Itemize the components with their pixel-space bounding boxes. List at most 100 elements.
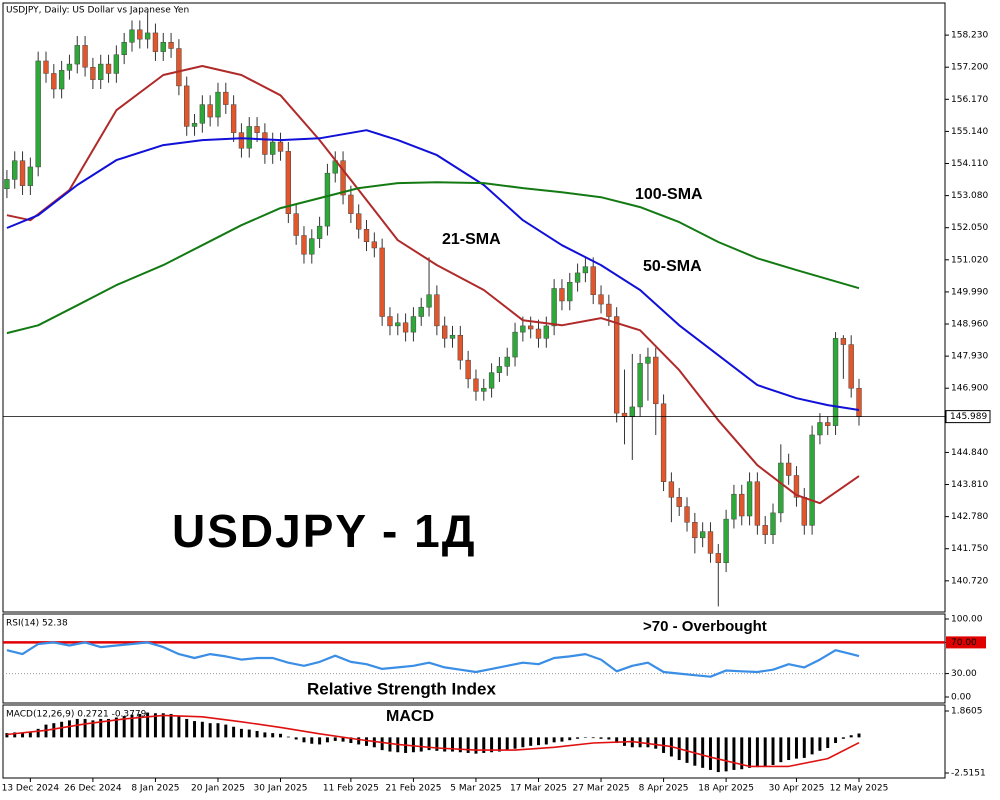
macd-bar	[372, 737, 376, 748]
candle-body	[645, 356, 651, 364]
candle-body	[457, 334, 463, 361]
y-tick-label: 152.050	[951, 223, 988, 233]
annotation: MACD	[386, 708, 434, 725]
macd-bar	[505, 737, 509, 751]
x-tick-label: 21 Feb 2025	[385, 784, 441, 794]
candle-body	[715, 553, 721, 564]
candle-body	[4, 179, 10, 190]
macd-bar	[701, 737, 705, 768]
candle-body	[629, 406, 635, 417]
y-tick-label: 144.840	[951, 448, 988, 458]
y-tick-label: 30.00	[951, 669, 977, 679]
macd-bar	[568, 737, 572, 741]
macd-bar	[552, 737, 556, 743]
candle-body	[160, 42, 166, 52]
macd-bar	[435, 737, 439, 751]
candle-body	[621, 412, 628, 417]
macd-bar	[200, 721, 204, 738]
candle-body	[74, 45, 80, 65]
candle-body	[207, 104, 213, 118]
macd-bar	[599, 737, 603, 739]
watermark: USDJPY - 1Д	[172, 505, 476, 557]
candle-body	[801, 497, 807, 526]
candle-body	[551, 288, 557, 327]
y-tick-label: 158.230	[951, 31, 988, 41]
candle-body	[215, 91, 221, 118]
candle-body	[848, 344, 854, 389]
y-tick-label: -2.5151	[951, 768, 986, 778]
y-tick-label: 142.780	[951, 512, 988, 522]
macd-bar	[818, 737, 822, 751]
candle-body	[12, 160, 18, 180]
candle-body	[105, 63, 112, 74]
y-tick-label: 154.110	[951, 159, 988, 169]
candle-body	[168, 42, 174, 49]
y-tick-label: 140.720	[951, 576, 988, 586]
candle-body	[762, 525, 768, 535]
y-tick-label: 146.900	[951, 384, 988, 394]
macd-bar	[427, 737, 431, 751]
candle-body	[176, 48, 182, 87]
macd-bar	[286, 736, 290, 738]
macd-bar	[365, 737, 368, 746]
candle-body	[856, 387, 862, 417]
macd-bar	[13, 732, 17, 738]
macd-bar	[607, 737, 611, 740]
macd-panel	[2, 704, 946, 779]
macd-bar	[794, 737, 798, 759]
macd-bar	[122, 716, 126, 738]
candle-body	[606, 303, 612, 317]
macd-bar	[748, 737, 752, 768]
macd-bar	[83, 718, 87, 738]
macd-bar	[341, 737, 345, 742]
macd-bar	[474, 737, 478, 754]
candle-body	[707, 531, 714, 554]
macd-bar	[357, 737, 361, 745]
macd-bar	[646, 737, 650, 748]
candle-body	[598, 294, 604, 305]
macd-bar	[185, 718, 189, 738]
candle-body	[567, 282, 573, 302]
macd-bar	[466, 737, 470, 753]
candle-body	[590, 266, 596, 295]
macd-bar	[857, 733, 861, 738]
macd-bar	[52, 723, 56, 738]
macd-bar	[114, 717, 118, 738]
macd-bar	[325, 737, 329, 743]
candle-body	[348, 194, 354, 214]
macd-bar	[693, 737, 697, 766]
macd-bar	[458, 737, 462, 753]
candle-body	[496, 366, 503, 373]
macd-bar	[67, 720, 71, 738]
macd-bar	[451, 737, 454, 752]
y-tick-box	[946, 636, 986, 649]
macd-bar	[208, 723, 212, 738]
candle-body	[613, 316, 620, 414]
macd-bar	[544, 737, 548, 745]
candle-body	[301, 235, 307, 255]
candle-body	[488, 372, 495, 389]
candle-body	[582, 266, 589, 274]
candle-body	[90, 66, 96, 80]
candle-body	[684, 506, 690, 523]
macd-bar	[333, 737, 337, 741]
last-price-label: 145.989	[950, 412, 987, 422]
macd-bar	[513, 737, 517, 749]
macd-bar	[482, 737, 486, 753]
macd-bar	[349, 737, 353, 744]
candle-body	[270, 141, 276, 155]
macd-bar	[388, 737, 392, 752]
macd-bar	[787, 737, 791, 761]
macd-bar	[294, 737, 298, 740]
macd-bar	[239, 728, 243, 738]
y-tick-label: 141.750	[951, 544, 988, 554]
macd-bar	[708, 737, 712, 770]
candle-body	[129, 29, 135, 43]
annotation: >70 - Overbought	[643, 618, 767, 635]
candle-body	[535, 328, 542, 339]
x-tick-label: 17 Mar 2025	[510, 784, 567, 794]
macd-bar	[826, 737, 830, 748]
macd-bar	[302, 737, 306, 743]
candle-body	[371, 241, 378, 249]
